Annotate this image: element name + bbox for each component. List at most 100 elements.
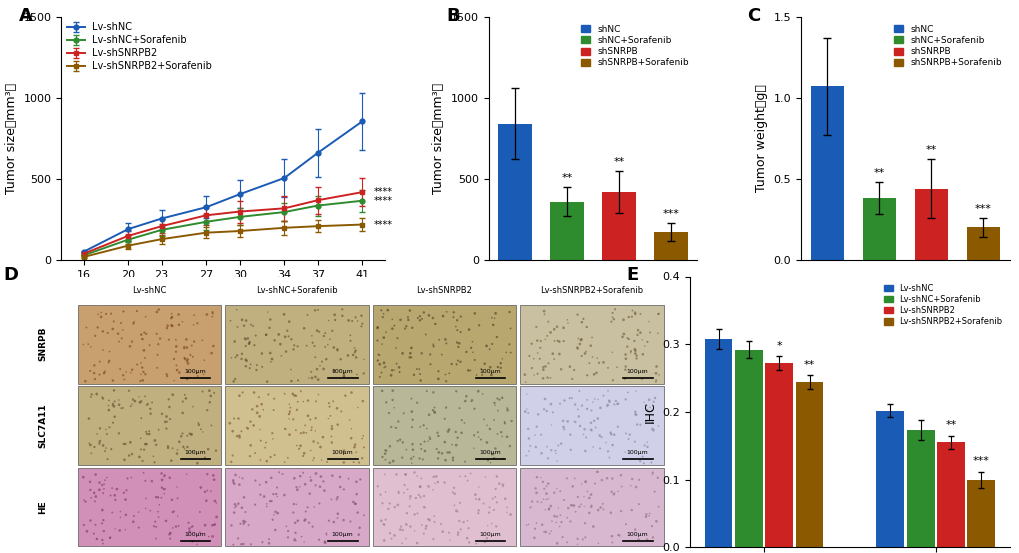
Point [398, 509, 415, 518]
Point [317, 538, 333, 546]
Point [603, 313, 620, 322]
Point [137, 476, 153, 485]
Point [369, 356, 385, 365]
Point [438, 339, 454, 348]
Point [226, 414, 243, 423]
Point [206, 388, 222, 397]
Point [413, 474, 429, 483]
Point [262, 497, 278, 505]
Point [335, 446, 352, 455]
Point [101, 357, 117, 366]
Point [294, 397, 311, 406]
Point [347, 448, 364, 457]
Point [236, 334, 253, 343]
Point [182, 351, 199, 359]
Point [139, 401, 155, 410]
Point [460, 524, 476, 533]
Point [528, 422, 544, 431]
Point [603, 532, 620, 541]
Point [429, 429, 445, 437]
Point [352, 475, 368, 484]
Point [225, 478, 242, 487]
Point [483, 314, 499, 322]
Point [622, 348, 638, 357]
Point [579, 395, 595, 404]
Point [394, 526, 411, 535]
Point [86, 488, 102, 497]
Point [437, 335, 453, 344]
Point [315, 364, 331, 373]
Point [222, 316, 238, 325]
Point [287, 392, 304, 400]
Point [404, 407, 420, 416]
Bar [601, 192, 635, 260]
Point [484, 494, 500, 503]
Point [117, 440, 133, 448]
Point [374, 312, 390, 321]
Point [521, 434, 537, 443]
Point [452, 525, 469, 534]
Point [318, 530, 334, 539]
Point [401, 349, 418, 358]
Point [248, 366, 264, 374]
Point [384, 315, 400, 324]
Point [478, 438, 494, 447]
Point [335, 458, 352, 467]
Point [298, 429, 314, 437]
Y-axis label: Tumor weight（g）: Tumor weight（g） [754, 84, 767, 192]
Point [204, 312, 220, 321]
Point [577, 478, 593, 487]
Point [199, 310, 215, 319]
Point [528, 488, 544, 497]
Point [304, 338, 320, 347]
Point [105, 376, 121, 385]
Point [487, 522, 503, 531]
Point [347, 499, 364, 508]
Point [227, 471, 244, 479]
Point [403, 394, 419, 403]
Bar [795, 382, 822, 547]
Point [226, 479, 243, 488]
Text: Lv-shNC+Sorafenib: Lv-shNC+Sorafenib [256, 285, 337, 295]
Point [231, 392, 248, 400]
Point [618, 520, 634, 529]
Point [551, 522, 568, 531]
Point [246, 421, 262, 430]
Point [502, 324, 519, 333]
Point [413, 349, 429, 358]
Point [95, 346, 111, 354]
Point [414, 520, 430, 529]
Point [339, 530, 356, 539]
Point [158, 370, 174, 379]
Point [166, 376, 182, 385]
Point [249, 361, 265, 369]
Point [523, 364, 539, 373]
Point [545, 325, 561, 333]
Point [269, 492, 285, 501]
Point [279, 326, 296, 335]
Point [570, 412, 586, 421]
Point [252, 490, 268, 499]
Point [81, 439, 97, 448]
Point [546, 512, 562, 520]
Point [551, 511, 568, 520]
Point [564, 501, 580, 510]
Point [283, 377, 300, 385]
Point [550, 337, 567, 346]
Point [618, 429, 634, 438]
Point [243, 540, 259, 549]
Point [493, 432, 510, 441]
Point [332, 355, 348, 364]
Point [117, 525, 133, 534]
Point [98, 310, 114, 319]
Point [117, 495, 133, 504]
Point [205, 342, 221, 351]
Point [237, 342, 254, 351]
Point [463, 397, 479, 406]
Point [156, 489, 172, 498]
Point [643, 458, 659, 467]
Point [650, 309, 666, 318]
Point [561, 394, 578, 403]
Bar [735, 349, 762, 547]
Point [123, 473, 140, 482]
